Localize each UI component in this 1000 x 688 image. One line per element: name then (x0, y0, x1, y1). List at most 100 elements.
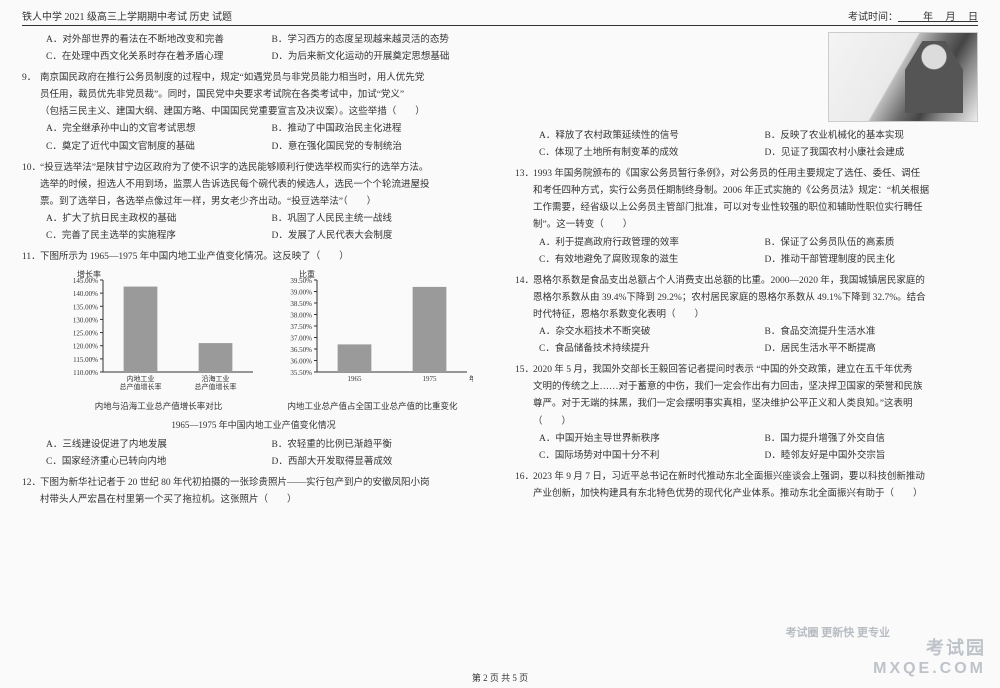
svg-text:36.50%: 36.50% (290, 346, 312, 354)
chart2-title: 内地工业总产值占全国工业总产值的比重变化 (273, 399, 473, 414)
q10-l2: 选举的时候，担选人不用到场，监票人告诉选民每个碗代表的候选人，选民一个个轮流进屋… (40, 177, 485, 194)
svg-text:沿海工业: 沿海工业 (201, 374, 229, 383)
chart1-svg: 110.00%115.00%120.00%125.00%130.00%135.0… (59, 268, 259, 398)
svg-text:39.00%: 39.00% (290, 289, 312, 297)
q15-opt-d: D．睦邻友好是中国外交宗旨 (765, 448, 979, 465)
q13-l4: 制”。这一转变（ ） (533, 217, 978, 234)
q10-opt-b: B．巩固了人民民主统一战线 (272, 211, 486, 228)
q9-num: 9． (22, 70, 40, 87)
svg-text:35.50%: 35.50% (290, 369, 312, 377)
header-right: 考试时间： 年 月 日 (848, 8, 978, 23)
q10-opt-a: A．扩大了抗日民主政权的基础 (46, 211, 260, 228)
q10-opt-d: D．发展了人民代表大会制度 (272, 228, 486, 245)
q15-opt-c: C．国际场势对中国十分不利 (539, 448, 753, 465)
q11-super-caption: 1965—1975 年中国内地工业产值变化情况 (22, 417, 485, 433)
q11-opt-a: A．三线建设促进了内地发展 (46, 437, 260, 454)
q13: 13．1993 年国务院颁布的《国家公务员暂行条例》，对公务员的任用主要规定了选… (515, 166, 978, 269)
svg-text:38.00%: 38.00% (290, 312, 312, 320)
right-column: A．释放了农村政策延续性的信号 B．反映了农业机械化的基本实现 C．体现了土地所… (515, 32, 978, 669)
q15-l4: （ ） (533, 414, 978, 431)
q10-num: 10． (22, 160, 40, 177)
svg-text:120.00%: 120.00% (72, 343, 97, 351)
q13-opt-a: A．利于提高政府行政管理的效率 (539, 235, 753, 252)
q15-l2: 文明的传统之上……对于蓄意的中伤，我们一定会作出有力回击，坚决捍卫国家的荣誉和民… (533, 379, 978, 396)
svg-text:内地工业: 内地工业 (126, 374, 154, 383)
svg-text:总产值增长率: 总产值增长率 (119, 382, 161, 391)
q9-l2: 员任用，裁员优先非党员裁”。同时，国民党中央要求考试院在各类考试中，加试“党义” (40, 87, 485, 104)
q10-l3: 票。到了选举日，各选举点像过年一样，男女老少齐出动。“投豆选举法”（ ） (40, 194, 485, 211)
q12-opt-a: A．释放了农村政策延续性的信号 (539, 128, 753, 145)
svg-text:38.50%: 38.50% (290, 300, 312, 308)
chart2: 35.50% 36.00% 36.50% 37.00% 37.50% 38.00% 38.5… (273, 268, 473, 414)
q14-opt-b: B．食品交流提升生活水准 (765, 324, 979, 341)
q12-photo (828, 32, 978, 122)
q16: 16．2023 年 9 月 7 日，习近平总书记在新时代推动东北全面振兴座谈会上… (515, 469, 978, 503)
q15-num: 15． (515, 362, 533, 379)
q13-l2: 和考任四种方式，实行公务员任期制终身制。2006 年正式实施的《公务员法》规定：… (533, 183, 978, 200)
svg-text:1965: 1965 (347, 375, 362, 383)
q16-num: 16． (515, 469, 533, 486)
q8-opt-a: A．对外部世界的看法在不断地改变和完善 (46, 32, 260, 49)
svg-text:比重: 比重 (299, 269, 315, 279)
q12-opt-d: D．见证了我国农村小康社会建成 (765, 145, 979, 162)
q9-opt-a: A．完全继承孙中山的文官考试思想 (46, 121, 260, 138)
q10-l1: “投豆选举法”是陕甘宁边区政府为了使不识字的选民能够顺利行使选举权而实行的选举方… (40, 163, 428, 173)
svg-text:增长率: 增长率 (77, 269, 101, 279)
q13-l1: 1993 年国务院颁布的《国家公务员暂行条例》，对公务员的任用主要规定了选任、委… (533, 169, 920, 179)
chart1-title: 内地与沿海工业总产值增长率对比 (59, 399, 259, 414)
q10: 10．“投豆选举法”是陕甘宁边区政府为了使不识字的选民能够顺利行使选举权而实行的… (22, 160, 485, 245)
chart1: 110.00%115.00%120.00%125.00%130.00%135.0… (59, 268, 259, 414)
q9-opt-d: D．意在强化国民党的专制统治 (272, 139, 486, 156)
q14-l2: 恩格尔系数从由 39.4%下降到 29.2%；农村居民家庭的恩格尔系数从 49.… (533, 290, 978, 307)
q9-l3: （包括三民主义、建国大纲、建国方略、中国国民党重要宣言及决议案）。这些举措（ ） (40, 104, 485, 121)
q14-l1: 恩格尔系数是食品支出总额占个人消费支出总额的比重。2000—2020 年，我国城… (533, 276, 925, 286)
q11: 11．下图所示为 1965—1975 年中国内地工业产值变化情况。这反映了（ ）… (22, 249, 485, 471)
hdr-right-prefix: 考试时间： (848, 12, 898, 23)
q12-opt-c: C．体现了土地所有制变革的成效 (539, 145, 753, 162)
svg-text:37.50%: 37.50% (290, 323, 312, 331)
q14: 14．恩格尔系数是食品支出总额占个人消费支出总额的比重。2000—2020 年，… (515, 273, 978, 358)
q13-opt-c: C．有效地避免了腐败现象的滋生 (539, 252, 753, 269)
q14-opt-a: A．杂交水稻技术不断突破 (539, 324, 753, 341)
hdr-right-fill: 年 月 日 (898, 12, 978, 23)
q16-l2: 产业创新，加快构建具有东北特色优势的现代化产业体系。推动东北全面振兴有助于（ ） (533, 486, 978, 503)
svg-text:1975: 1975 (422, 375, 437, 383)
q12-l1: 下图为新华社记者于 20 世纪 80 年代初拍摄的一张珍贵照片——实行包产到户的… (40, 478, 430, 488)
q14-l3: 时代特征，恩格尔系数变化表明（ ） (533, 307, 978, 324)
q15-l3: 尊严。对于无端的抹黑，我们一定会摆明事实真相，坚决维护公平正义和人类良知。”这表… (533, 396, 978, 413)
q13-num: 13． (515, 166, 533, 183)
q10-opt-c: C．完善了民主选举的实施程序 (46, 228, 260, 245)
header-left: 铁人中学 2021 级高三上学期期中考试 历史 试题 (22, 8, 232, 23)
chart2-svg: 35.50% 36.00% 36.50% 37.00% 37.50% 38.00% 38.5… (273, 268, 473, 398)
svg-text:37.00%: 37.00% (290, 335, 312, 343)
q11-opt-b: B．农轻重的比例已渐趋平衡 (272, 437, 486, 454)
q9-opt-b: B．推动了中国政治民主化进程 (272, 121, 486, 138)
svg-text:140.00%: 140.00% (72, 290, 97, 298)
svg-text:125.00%: 125.00% (72, 330, 97, 338)
q8-opt-c: C．在处理中西文化关系时存在着矛盾心理 (46, 49, 260, 66)
watermark-tag: 考试圈 更新快 更专业 (786, 624, 891, 640)
q13-opt-b: B．保证了公务员队伍的高素质 (765, 235, 979, 252)
q13-l3: 工作需要，经省级以上公务员主管部门批准，可以对专业性较强的职位和辅助性职位实行聘… (533, 200, 978, 217)
q15: 15．2020 年 5 月，我国外交部长王毅回答记者提问时表示 “中国的外交政策… (515, 362, 978, 465)
q14-opt-c: C．食品储备技术持续提升 (539, 341, 753, 358)
q9-opt-c: C．奠定了近代中国文官制度的基础 (46, 139, 260, 156)
svg-text:130.00%: 130.00% (72, 317, 97, 325)
q12-opt-b: B．反映了农业机械化的基本实现 (765, 128, 979, 145)
svg-text:135.00%: 135.00% (72, 304, 97, 312)
svg-text:年份: 年份 (469, 374, 473, 383)
q9-l1: 南京国民政府在推行公务员制度的过程中，规定“如遇党员与非党员能力相当时，用人优先… (40, 73, 424, 83)
q11-opt-c: C．国家经济重心已转向内地 (46, 454, 260, 471)
q12: 12．下图为新华社记者于 20 世纪 80 年代初拍摄的一张珍贵照片——实行包产… (22, 475, 485, 509)
q14-opt-d: D．居民生活水平不断提高 (765, 341, 979, 358)
q13-opt-d: D．推动干部管理制度的民主化 (765, 252, 979, 269)
q14-num: 14． (515, 273, 533, 290)
q15-opt-a: A．中国开始主导世界新秩序 (539, 431, 753, 448)
q9: 9．南京国民政府在推行公务员制度的过程中，规定“如遇党员与非党员能力相当时，用人… (22, 70, 485, 155)
q12-l2: 村带头人严宏昌在村里第一个买了拖拉机。这张照片（ ） (40, 492, 485, 509)
left-column: A．对外部世界的看法在不断地改变和完善 B．学习西方的态度呈现越来越灵活的态势 … (22, 32, 485, 669)
svg-text:115.00%: 115.00% (73, 356, 98, 364)
q8-opt-b: B．学习西方的态度呈现越来越灵活的态势 (272, 32, 486, 49)
svg-text:36.00%: 36.00% (290, 358, 312, 366)
q15-l1: 2020 年 5 月，我国外交部长王毅回答记者提问时表示 “中国的外交政策，建立… (533, 365, 912, 375)
